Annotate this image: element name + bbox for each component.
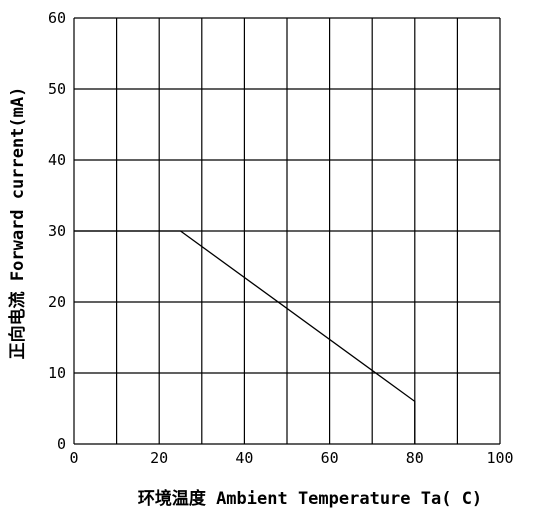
y-tick-label: 0 <box>57 435 66 453</box>
series-layer <box>74 230 416 444</box>
x-tick-label: 100 <box>486 449 513 467</box>
grid <box>73 17 501 445</box>
y-tick-label: 10 <box>48 364 66 382</box>
tick-labels: 0 20 40 60 80 100 0 10 20 30 40 50 60 <box>48 9 514 467</box>
x-tick-label: 20 <box>150 449 168 467</box>
x-tick-label: 60 <box>321 449 339 467</box>
series-line <box>74 230 416 444</box>
y-tick-label: 20 <box>48 293 66 311</box>
x-axis-title: 环境温度 Ambient Temperature Ta( C) <box>138 488 482 509</box>
y-tick-label: 30 <box>48 222 66 240</box>
x-tick-label: 40 <box>235 449 253 467</box>
x-axis-degree-mark: ° <box>415 454 421 465</box>
y-tick-label: 50 <box>48 80 66 98</box>
y-tick-label: 40 <box>48 151 66 169</box>
x-tick-label: 0 <box>69 449 78 467</box>
x-tick-label: 80 <box>406 449 424 467</box>
y-tick-label: 60 <box>48 9 66 27</box>
y-axis-title: 正向电流 Forward current(mA) <box>7 87 28 360</box>
